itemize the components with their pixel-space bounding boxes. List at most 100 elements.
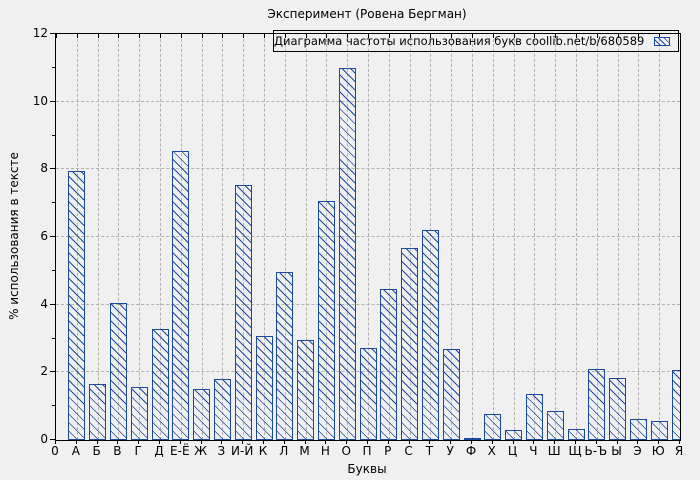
gridline-vertical [388, 34, 390, 440]
x-tick-label: Я [674, 444, 684, 458]
x-tick-mark-top [534, 34, 536, 38]
x-tick-mark-top [139, 34, 141, 38]
x-tick-mark-top [305, 34, 307, 38]
y-tick-label: 8 [40, 161, 48, 176]
x-tick-label: Ч [529, 444, 538, 458]
bar-Ц [505, 429, 523, 440]
x-tick-label: Ы [611, 444, 622, 458]
x-tick-mark [179, 440, 181, 444]
x-tick-mark-top [326, 34, 328, 38]
x-axis-title: Буквы [347, 462, 387, 476]
gridline-vertical [451, 34, 453, 440]
bar-Ж [193, 389, 211, 440]
x-tick-mark-top [97, 34, 99, 38]
y-tick-mark [50, 371, 55, 373]
x-tick-mark-top [222, 34, 224, 38]
gridline-vertical [534, 34, 536, 440]
x-tick-mark-top [576, 34, 577, 38]
x-tick-label: З [217, 444, 226, 458]
x-tick-label: Ф [465, 444, 477, 458]
x-tick-mark [55, 440, 56, 444]
gridline-vertical [305, 34, 307, 440]
legend-swatch-hatched-icon [654, 36, 670, 46]
x-tick-mark-top [430, 34, 432, 38]
bar-Ф [463, 437, 481, 440]
x-tick-mark [450, 440, 452, 444]
bar-Х [484, 413, 502, 440]
x-tick-label: С [404, 444, 413, 458]
bar-У [442, 348, 460, 440]
x-tick-mark [533, 440, 535, 444]
x-tick-mark-top [680, 34, 681, 38]
y-minor-tick-mark [52, 337, 55, 339]
bar-Т [421, 230, 439, 440]
gridline-vertical [160, 34, 161, 440]
x-tick-label: П [362, 444, 372, 458]
y-tick-label: 12 [32, 26, 48, 40]
bar-В [109, 302, 127, 440]
x-tick-label: Ж [194, 444, 208, 458]
x-tick-mark-top [76, 34, 78, 38]
x-tick-mark [554, 440, 556, 444]
x-tick-label: А [71, 444, 80, 458]
x-tick-label: Е-Ё [170, 444, 190, 458]
x-tick-label: 0 [51, 444, 59, 458]
gridline-vertical [576, 34, 577, 440]
x-tick-mark [346, 440, 348, 444]
y-tick-label: 0 [40, 432, 48, 446]
y-tick-label: 6 [40, 229, 48, 243]
x-tick-mark [325, 440, 327, 444]
x-tick-mark [263, 440, 264, 444]
x-tick-mark-top [596, 34, 598, 38]
gridline-vertical [118, 34, 120, 440]
bar-Р [380, 288, 398, 440]
plot-area [55, 33, 681, 441]
y-minor-tick-mark [52, 66, 55, 68]
y-tick-mark [50, 236, 55, 237]
y-minor-tick-mark [52, 405, 55, 407]
x-tick-mark-top [201, 34, 203, 38]
gridline-vertical [201, 34, 203, 440]
legend-box: Диаграмма частоты использования букв coo… [273, 30, 679, 52]
gridline-vertical [596, 34, 598, 440]
y-tick-mark [50, 33, 55, 34]
y-tick-label: 10 [32, 93, 48, 108]
y-minor-tick-mark [52, 202, 55, 204]
x-tick-label: В [113, 444, 122, 458]
x-tick-mark [200, 440, 202, 444]
x-tick-label: О [341, 444, 351, 458]
bar-Э [629, 418, 647, 440]
gridline-vertical [472, 34, 473, 440]
x-tick-label: Б [92, 444, 101, 458]
bar-Ш [546, 410, 564, 440]
bar-С [401, 247, 419, 440]
bar-К [255, 335, 273, 440]
x-tick-label: Х [487, 444, 496, 458]
bar-Я [671, 369, 680, 440]
gridline-vertical [139, 34, 141, 440]
gridline-vertical [222, 34, 224, 440]
x-tick-mark-top [472, 34, 473, 38]
x-tick-mark [138, 440, 140, 444]
bar-Ч [525, 393, 543, 440]
bar-М [297, 340, 315, 440]
bar-Н [317, 201, 335, 440]
x-tick-mark-top [409, 34, 411, 38]
x-tick-mark-top [638, 34, 640, 38]
x-tick-mark-top [513, 34, 515, 38]
x-tick-mark-top [347, 34, 349, 38]
bar-Ю [650, 421, 668, 440]
x-tick-mark-top [284, 34, 286, 38]
x-tick-mark-top [368, 34, 369, 38]
x-tick-mark [429, 440, 431, 444]
x-tick-mark [96, 440, 98, 444]
y-tick-mark [50, 168, 55, 170]
x-tick-label: Ц [507, 444, 518, 458]
x-tick-label: У [446, 444, 454, 458]
x-tick-mark-top [659, 34, 661, 38]
x-tick-label: Ю [651, 444, 665, 458]
x-tick-mark [283, 440, 285, 444]
y-minor-tick-mark [52, 134, 55, 136]
chart-title: Эксперимент (Ровена Бергман) [267, 7, 467, 21]
